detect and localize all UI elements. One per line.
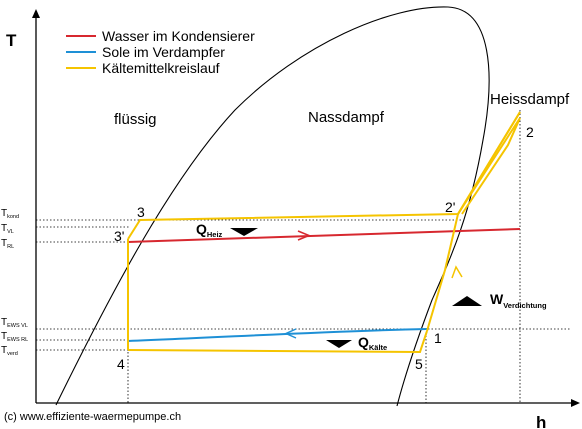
tick-t-ews-vl-main: T (1, 317, 7, 328)
tick-t-ews-vl-sub: EWS VL (7, 323, 28, 329)
saturation-dome (55, 6, 490, 407)
tick-t-vl: TVL (1, 223, 14, 235)
y-axis-arrowhead (32, 9, 40, 18)
tick-t-ews-rl: TEWS RL (1, 331, 28, 343)
tick-t-verd: Tverd (1, 345, 18, 357)
legend-label-brine: Sole im Verdampfer (102, 44, 225, 60)
water-flow-arrow (297, 230, 311, 241)
state-point-4: 4 (117, 356, 125, 372)
refrigerant-flow-arrow (451, 265, 463, 279)
q-kaelte-sub: Kälte (369, 343, 387, 352)
brine-line (127, 328, 428, 342)
q-kaelte-main: Q (358, 334, 369, 350)
tick-t-rl-main: T (1, 238, 7, 249)
refrigerant-compression (426, 111, 521, 332)
tick-t-vl-sub: VL (7, 229, 14, 235)
w-verdichtung-sub: Verdichtung (503, 301, 547, 310)
x-axis-label: h (536, 413, 546, 429)
q-heiz-arrow (230, 228, 258, 236)
tick-t-ews-vl: TEWS VL (1, 317, 28, 329)
tick-t-kond-main: T (1, 208, 7, 219)
tick-t-verd-sub: verd (7, 351, 18, 357)
refrigerant-superheat-loop (457, 117, 521, 215)
state-point-5: 5 (415, 356, 423, 372)
region-liquid: flüssig (114, 111, 157, 128)
state-point-2-prime: 2' (445, 199, 455, 215)
axes: T h (6, 9, 580, 429)
q-kaelte-arrow (326, 340, 352, 348)
temperature-tick-labels: Tkond TVL TRL TEWS VL TEWS RL Tverd (1, 208, 28, 357)
state-point-1: 1 (434, 330, 442, 346)
state-point-3-prime: 3' (114, 228, 124, 244)
tick-t-kond: Tkond (1, 208, 19, 220)
region-superheated: Heissdampf (490, 91, 570, 108)
state-point-2: 2 (526, 124, 534, 140)
brine-flow-arrow (284, 328, 297, 339)
q-heiz-main: Q (196, 221, 207, 237)
x-axis-arrowhead (571, 399, 580, 407)
w-verdichtung-main: W (490, 291, 504, 307)
w-verdichtung-arrow (452, 296, 482, 306)
tick-t-verd-main: T (1, 345, 7, 356)
q-heiz-sub: Heiz (207, 230, 223, 239)
refrigerant-cycle (127, 111, 521, 354)
region-wet-steam: Nassdampf (308, 109, 385, 126)
temperature-guide-lines (36, 110, 570, 403)
tick-t-ews-rl-sub: EWS RL (7, 337, 28, 343)
legend: Wasser im Kondensierer Sole im Verdampfe… (66, 28, 255, 76)
tick-t-rl: TRL (1, 238, 14, 250)
tick-t-ews-rl-main: T (1, 331, 7, 342)
brine-evaporator-line (127, 328, 428, 342)
water-condenser-line (127, 228, 521, 243)
refrigerant-evaporation (127, 330, 428, 354)
state-point-labels: 1 2 2' 3 3' 4 5 (114, 124, 534, 372)
y-axis-label: T (6, 31, 17, 50)
q-heiz-label: QHeiz (196, 221, 223, 239)
legend-label-refrigerant: Kältemittelkreislauf (102, 60, 220, 76)
heat-arrows (230, 228, 482, 348)
copyright-notice: (c) www.effiziente-waermepumpe.ch (4, 411, 181, 423)
tick-t-vl-main: T (1, 223, 7, 234)
water-line (127, 228, 521, 243)
state-point-3: 3 (137, 204, 145, 220)
w-verdichtung-label: WVerdichtung (490, 291, 547, 310)
q-kaelte-label: QKälte (358, 334, 387, 352)
tick-t-rl-sub: RL (7, 244, 14, 250)
tick-t-kond-sub: kond (7, 214, 19, 220)
legend-label-water: Wasser im Kondensierer (102, 28, 255, 44)
